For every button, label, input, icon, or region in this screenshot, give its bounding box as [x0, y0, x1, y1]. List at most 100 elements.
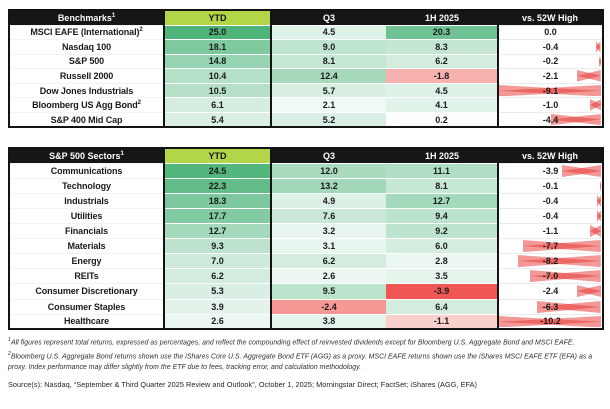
vs-52w-value: -0.4	[542, 210, 559, 221]
table-row: Utilities 17.7 7.6 9.4 -0.4	[9, 207, 603, 224]
cell-1h2025: 11.1	[386, 162, 498, 179]
drawdown-bar	[561, 164, 601, 177]
table-row: Bloomberg US Agg Bond2 6.1 2.1 4.1 -1.0	[9, 97, 603, 113]
performance-table: Benchmarks1 YTD Q3 1H 2025 vs. 52W High MSCI …	[8, 9, 604, 129]
cell-vs-52w-high: -9.1	[497, 82, 603, 98]
col-header-1h-2025: 1H 2025	[386, 148, 498, 164]
vs-52w-value: -9.1	[542, 85, 559, 96]
cell-vs-52w-high: -0.2	[497, 53, 603, 69]
cell-vs-52w-high: -1.1	[497, 223, 603, 239]
label-sup: 2	[139, 27, 143, 34]
table-row: MSCI EAFE (International)2 25.0 4.5 20.3 0.0	[9, 24, 603, 40]
cell-label: Energy	[9, 253, 165, 269]
drawdown-bar	[537, 300, 601, 313]
vs-52w-value: -0.4	[542, 195, 559, 206]
table-row: Communications 24.5 12.0 11.1 -3.9	[9, 162, 603, 179]
cell-q3: 4.9	[271, 192, 386, 209]
cell-label: Bloomberg US Agg Bond2	[9, 97, 165, 113]
header-row: Benchmarks1 YTD Q3 1H 2025 vs. 52W High	[9, 10, 603, 25]
cell-q3: 3.8	[271, 313, 386, 330]
cell-1h2025: 4.1	[386, 97, 498, 113]
cell-label: Nasdaq 100	[9, 39, 165, 55]
table-title: S&P 500 Sectors1	[9, 148, 164, 164]
cell-vs-52w-high: -4.4	[497, 112, 603, 128]
cell-vs-52w-high: -6.3	[497, 298, 603, 315]
cell-label: Consumer Discretionary	[9, 283, 165, 299]
cell-ytd: 22.3	[164, 177, 272, 194]
table-row: Healthcare 2.6 3.8 -1.1 -10.2	[9, 313, 603, 330]
table-row: Consumer Discretionary 5.3 9.5 -3.9 -2.4	[9, 283, 603, 299]
cell-ytd: 24.5	[164, 162, 272, 179]
vs-52w-value: -0.1	[542, 180, 559, 191]
vs-52w-value: -2.1	[542, 71, 559, 82]
cell-q3: 3.1	[271, 238, 386, 254]
vs-52w-value: -3.9	[542, 165, 559, 176]
cell-vs-52w-high: -2.1	[497, 68, 603, 84]
cell-1h2025: 12.7	[386, 192, 498, 209]
cell-label: Dow Jones Industrials	[9, 82, 165, 98]
cell-1h2025: 8.1	[386, 177, 498, 194]
drawdown-bar	[577, 70, 601, 82]
col-header-ytd: YTD	[163, 10, 272, 25]
cell-label: REITs	[9, 268, 165, 284]
benchmarks-table: Benchmarks1 YTD Q3 1H 2025 vs. 52W High MSCI …	[8, 9, 604, 129]
table-header: S&P 500 Sectors1 YTD Q3 1H 2025 vs. 52W High	[9, 148, 603, 164]
table-row: Dow Jones Industrials 10.5 5.7 4.5 -9.1	[9, 82, 603, 98]
cell-ytd: 6.1	[164, 97, 272, 113]
footnote-1: 1All figures represent total returns, ex…	[8, 335, 602, 349]
header-row: S&P 500 Sectors1 YTD Q3 1H 2025 vs. 52W High	[9, 148, 603, 164]
cell-vs-52w-high: -10.2	[497, 313, 603, 330]
cell-1h2025: 9.4	[386, 207, 498, 224]
cell-1h2025: 8.3	[386, 39, 498, 55]
table-row: REITs 6.2 2.6 3.5 -7.0	[9, 268, 603, 284]
cell-q3: 7.6	[271, 207, 386, 224]
cell-q3: 9.0	[271, 39, 386, 55]
cell-1h2025: 2.8	[386, 253, 498, 269]
cell-vs-52w-high: -7.0	[497, 268, 603, 284]
cell-vs-52w-high: -0.4	[497, 39, 603, 55]
cell-label: Materials	[9, 238, 165, 254]
drawdown-bar	[500, 84, 601, 97]
drawdown-bar	[598, 55, 601, 68]
cell-q3: 5.2	[271, 112, 386, 128]
cell-ytd: 2.6	[164, 313, 272, 330]
cell-ytd: 17.7	[164, 207, 272, 224]
table-body: Communications 24.5 12.0 11.1 -3.9 Technology…	[9, 162, 603, 330]
cell-vs-52w-high: -0.4	[497, 192, 603, 209]
cell-ytd: 9.3	[164, 238, 272, 254]
cell-label: Utilities	[9, 207, 165, 224]
drawdown-bar	[589, 99, 601, 112]
table-row: Russell 2000 10.4 12.4 -1.8 -2.1	[9, 68, 603, 84]
label-sup: 2	[137, 100, 141, 107]
drawdown-bar	[596, 41, 601, 53]
footnote-1-text: All figures represent total returns, exp…	[10, 339, 575, 347]
cell-vs-52w-high: -7.7	[497, 238, 603, 254]
footnote-2-text: Bloomberg U.S. Aggregate Bond returns sh…	[8, 353, 593, 372]
vs-52w-value: -10.2	[540, 316, 561, 327]
source-line: Source(s): Nasdaq, “September & Third Qu…	[8, 380, 477, 390]
col-header-ytd: YTD	[163, 148, 272, 164]
cell-ytd: 10.4	[164, 68, 272, 84]
table-body: MSCI EAFE (International)2 25.0 4.5 20.3 0.0…	[9, 24, 603, 128]
cell-ytd: 12.7	[164, 223, 272, 239]
cell-vs-52w-high: -1.0	[497, 97, 603, 113]
vs-52w-value: -8.2	[542, 256, 559, 267]
col-header-q3: Q3	[271, 10, 386, 25]
cell-1h2025: 6.2	[386, 53, 498, 69]
report-page: Benchmarks1 YTD Q3 1H 2025 vs. 52W High MSCI …	[8, 9, 604, 390]
cell-label: Communications	[9, 162, 165, 179]
cell-label: S&P 400 Mid Cap	[9, 112, 165, 128]
vs-52w-value: -0.4	[542, 41, 559, 52]
table-row: Nasdaq 100 18.1 9.0 8.3 -0.4	[9, 39, 603, 55]
footnotes: 1All figures represent total returns, ex…	[8, 335, 602, 374]
drawdown-bar	[523, 240, 601, 253]
cell-vs-52w-high: -8.2	[497, 253, 603, 269]
cell-q3: 4.5	[271, 24, 386, 40]
cell-1h2025: 6.0	[386, 238, 498, 254]
cell-1h2025: 20.3	[386, 24, 498, 40]
footnote-2: 2Bloomberg U.S. Aggregate Bond returns s…	[8, 349, 602, 374]
cell-ytd: 6.2	[164, 268, 272, 284]
vs-52w-value: -1.0	[542, 100, 559, 111]
cell-1h2025: -1.8	[386, 68, 498, 84]
vs-52w-value: -7.7	[542, 241, 559, 252]
